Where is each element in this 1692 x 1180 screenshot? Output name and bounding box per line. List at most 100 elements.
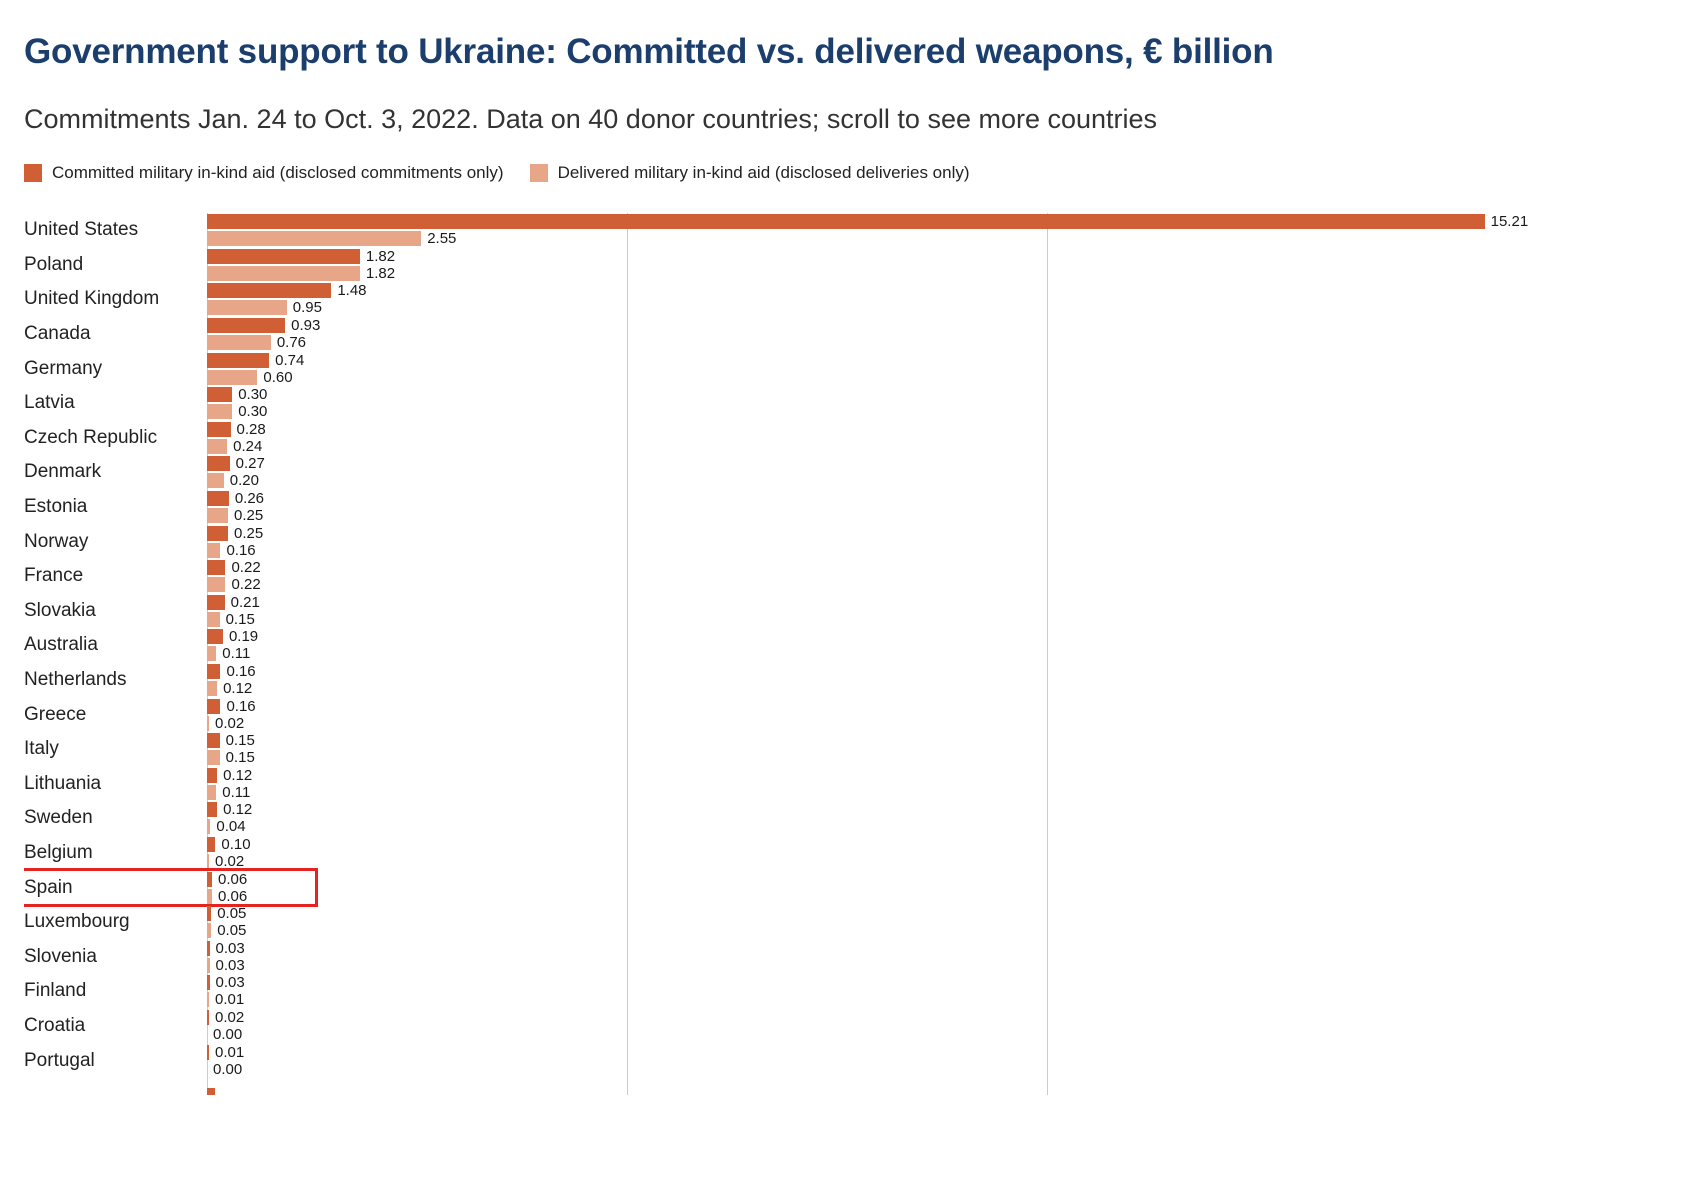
delivered-bar	[207, 231, 422, 247]
delivered-bar	[207, 542, 221, 558]
bar-group: 0.10 0.02	[207, 835, 1692, 870]
chart-row: Slovenia 0.03 0.03	[24, 939, 1692, 974]
chart-row: Norway 0.25 0.16	[24, 524, 1692, 559]
committed-value-label: 0.01	[215, 1043, 245, 1061]
bar-group: 0.28 0.24	[207, 421, 1692, 454]
delivered-bar-line: 0.22	[207, 577, 1692, 593]
delivered-value-label: 0.15	[225, 749, 255, 767]
delivered-value-label: 0.00	[213, 1060, 243, 1078]
committed-bar-line: 0.26	[207, 490, 1692, 508]
committed-bar	[207, 664, 221, 680]
delivered-bar-line: 0.12	[207, 681, 1692, 697]
committed-value-label: 0.03	[215, 939, 245, 957]
legend-item-delivered: Delivered military in-kind aid (disclose…	[529, 163, 970, 183]
committed-value-label: 0.25	[234, 524, 264, 542]
chart-row: United Kingdom 1.48 0.95	[24, 282, 1692, 317]
committed-bar-line: 0.05	[207, 906, 1692, 922]
delivered-value-label: 0.30	[238, 403, 268, 421]
delivered-bar-line: 2.55	[207, 231, 1692, 247]
chart-row: Finland 0.03 0.01	[24, 974, 1692, 1009]
committed-value-label: 0.12	[223, 801, 253, 819]
delivered-bar	[207, 265, 360, 281]
delivered-bar	[207, 508, 228, 524]
delivered-bar-line: 0.02	[207, 715, 1692, 731]
committed-bar-line: 0.15	[207, 733, 1692, 749]
committed-bar-line: 0.16	[207, 663, 1692, 681]
country-label: Luxembourg	[24, 911, 130, 933]
committed-bar	[207, 871, 213, 887]
delivered-bar-line: 0.11	[207, 646, 1692, 662]
delivered-bar-line: 0.30	[207, 403, 1692, 421]
delivered-bar-line: 0.16	[207, 542, 1692, 558]
delivered-bar	[207, 957, 210, 973]
bar-group: 0.74 0.60	[207, 351, 1692, 385]
delivered-bar	[207, 646, 217, 662]
delivered-bar-line: 0.01	[207, 991, 1692, 1009]
delivered-bar-line: 0.15	[207, 611, 1692, 627]
committed-bar	[207, 1044, 209, 1060]
delivered-bar-line: 0.04	[207, 819, 1692, 835]
bar-group: 0.16 0.12	[207, 663, 1692, 697]
committed-value-label: 0.16	[226, 663, 256, 681]
delivered-bar	[207, 992, 209, 1008]
committed-bar	[207, 802, 218, 818]
committed-value-label: 0.06	[218, 870, 248, 888]
country-label: Germany	[24, 357, 103, 379]
chart-row: United States 15.21 2.55	[24, 213, 1692, 248]
committed-bar	[207, 836, 216, 852]
legend-label-delivered: Delivered military in-kind aid (disclose…	[557, 163, 970, 182]
delivered-value-label: 0.01	[215, 991, 245, 1009]
committed-value-label: 1.48	[337, 282, 367, 300]
chart-row: Luxembourg 0.05 0.05	[24, 905, 1692, 940]
delivered-value-label: 0.05	[217, 922, 247, 940]
bar-group: 0.21 0.15	[207, 594, 1692, 627]
delivered-value-label: 0.03	[215, 956, 245, 974]
chart-row: Slovakia 0.21 0.15	[24, 594, 1692, 629]
country-label: Slovenia	[24, 945, 97, 967]
chart-row: Netherlands 0.16 0.12	[24, 663, 1692, 698]
committed-value-label: 0.30	[238, 386, 268, 404]
committed-bar	[207, 283, 332, 299]
committed-value-label: 0.10	[221, 835, 251, 853]
delivered-value-label: 0.02	[215, 852, 245, 870]
committed-bar-line: 0.12	[207, 767, 1692, 783]
gridline-5	[627, 213, 628, 1095]
committed-bar	[207, 1087, 215, 1095]
committed-bar-line: 0.74	[207, 351, 1692, 369]
bar-chart-area[interactable]: United States 15.21 2.55 Poland 1.82 1.82 Unit…	[24, 213, 1692, 1095]
bar-group: 1.48 0.95	[207, 282, 1692, 317]
committed-value-label: 0.26	[234, 490, 265, 508]
chart-page: Government support to Ukraine: Committed…	[24, 32, 1692, 1095]
committed-bar-line: 0.03	[207, 939, 1692, 957]
country-label: Norway	[24, 530, 89, 552]
committed-bar	[207, 456, 230, 472]
chart-row: Czech Republic 0.28 0.24	[24, 421, 1692, 456]
chart-row: Denmark 0.27 0.20	[24, 455, 1692, 490]
committed-bar-line: 0.06	[207, 870, 1692, 888]
chart-row-clipped	[24, 1078, 1692, 1095]
delivered-bar	[207, 681, 218, 697]
delivered-bar	[207, 853, 209, 869]
delivered-value-label: 0.00	[213, 1025, 243, 1043]
delivered-bar	[207, 438, 228, 454]
country-label: Australia	[24, 634, 98, 656]
delivered-bar	[207, 888, 213, 904]
committed-bar-line: 0.30	[207, 386, 1692, 404]
delivered-bar-line: 0.25	[207, 508, 1692, 524]
committed-bar-line: 0.93	[207, 318, 1692, 334]
delivered-bar-line: 0.60	[207, 369, 1692, 385]
delivered-value-label: 0.76	[276, 334, 307, 352]
country-label: Czech Republic	[24, 426, 158, 448]
country-label: United Kingdom	[24, 288, 160, 310]
chart-subtitle: Commitments Jan. 24 to Oct. 3, 2022. Dat…	[24, 104, 1158, 134]
country-label: Lithuania	[24, 772, 102, 794]
committed-bar	[207, 525, 228, 541]
delivered-value-label: 0.95	[292, 299, 322, 317]
bar-group: 0.26 0.25	[207, 490, 1692, 524]
committed-value-label: 0.74	[275, 351, 305, 369]
bar-group: 0.03 0.03	[207, 939, 1692, 974]
committed-bar	[207, 940, 210, 956]
bar-group: 1.82 1.82	[207, 248, 1692, 281]
committed-bar-line: 0.10	[207, 835, 1692, 853]
chart-row: Lithuania 0.12 0.11	[24, 767, 1692, 802]
